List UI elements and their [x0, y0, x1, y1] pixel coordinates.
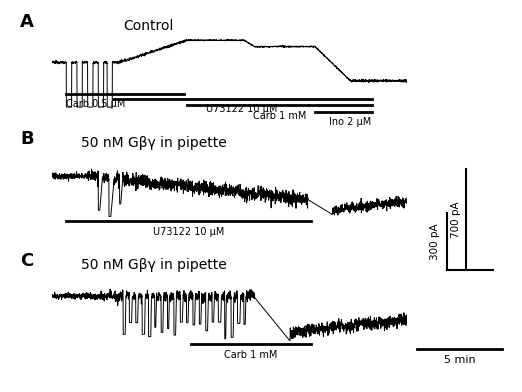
Text: U73122 10 μM: U73122 10 μM	[206, 104, 278, 114]
Text: A: A	[20, 13, 34, 31]
Text: 700 pA: 700 pA	[451, 201, 461, 238]
Text: Control: Control	[123, 19, 174, 33]
Text: Ino 2 μM: Ino 2 μM	[329, 117, 372, 127]
Text: Carb 1 mM: Carb 1 mM	[253, 111, 306, 121]
Text: 300 pA: 300 pA	[430, 223, 440, 260]
Text: 50 nM Gβγ in pipette: 50 nM Gβγ in pipette	[80, 258, 227, 272]
Text: Carb 0.5 μM: Carb 0.5 μM	[66, 99, 126, 109]
Text: C: C	[20, 252, 33, 270]
Text: U73122 10 μM: U73122 10 μM	[153, 227, 224, 237]
Text: B: B	[20, 130, 34, 148]
Text: 50 nM Gβγ in pipette: 50 nM Gβγ in pipette	[80, 136, 227, 150]
Text: Carb 1 mM: Carb 1 mM	[224, 350, 278, 360]
Text: 5 min: 5 min	[444, 355, 475, 365]
